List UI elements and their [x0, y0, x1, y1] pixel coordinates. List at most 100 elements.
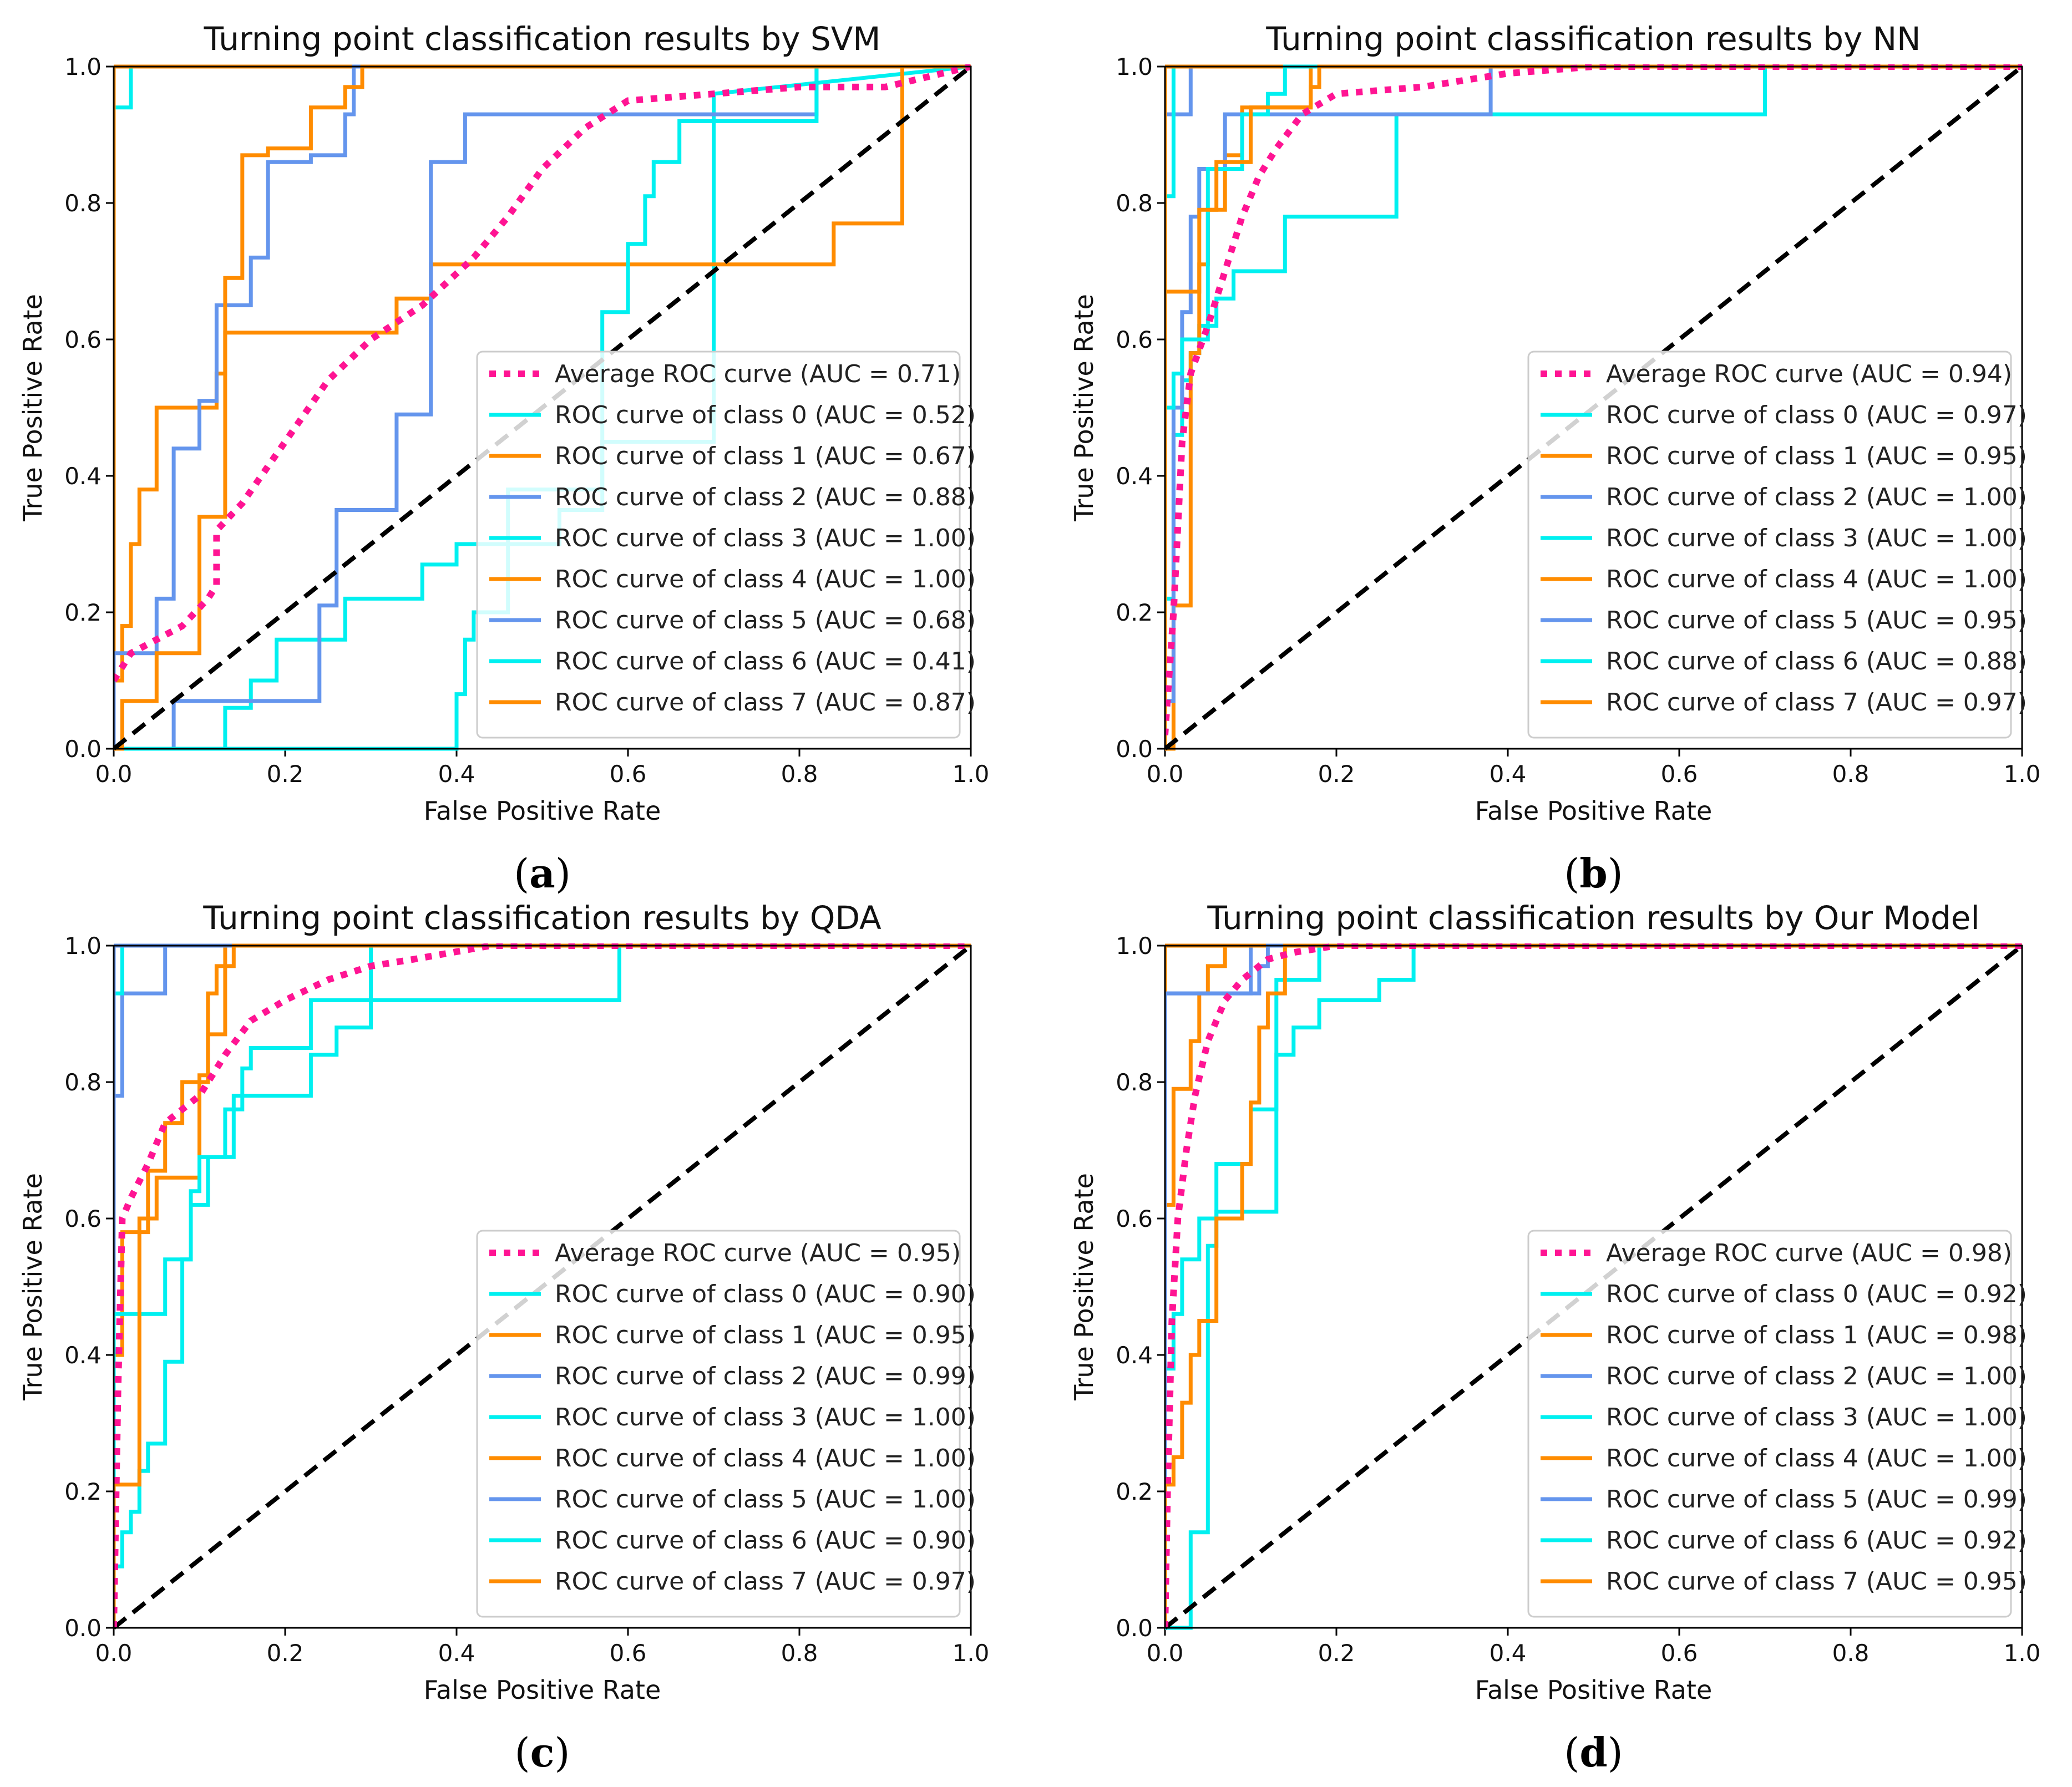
y-tick-label: 0.0	[1116, 1615, 1153, 1642]
y-tick-label: 0.6	[1116, 1205, 1153, 1232]
y-axis-label: True Positive Rate	[1069, 294, 1099, 522]
roc-curve-class-5	[114, 64, 971, 749]
chart-panel-b: Turning point classification results by …	[1069, 20, 2040, 826]
legend-entry-label: ROC curve of class 6 (AUC = 0.41)	[555, 647, 976, 676]
legend-entry-label: ROC curve of class 3 (AUC = 1.00)	[1606, 524, 2027, 552]
legend-entry-label: ROC curve of class 4 (AUC = 1.00)	[555, 565, 976, 593]
legend-box	[1527, 351, 2012, 739]
legend-entry-label: ROC curve of class 6 (AUC = 0.90)	[555, 1526, 976, 1555]
roc-curve-class-2	[114, 64, 971, 751]
legend-entry-label: Average ROC curve (AUC = 0.98)	[1606, 1239, 2012, 1267]
panel-caption: (b)	[1564, 850, 1623, 897]
legend-entry-label: Average ROC curve (AUC = 0.71)	[555, 360, 961, 388]
caption-close-paren: )	[1608, 850, 1623, 897]
legend: Average ROC curve (AUC = 0.71) ROC curve …	[476, 351, 976, 739]
y-tick-label: 0.8	[64, 190, 102, 217]
x-tick-label: 1.0	[953, 760, 990, 788]
legend-entry-label: ROC curve of class 0 (AUC = 0.90)	[555, 1280, 976, 1308]
panel-caption: (a)	[514, 850, 571, 897]
legend-box	[476, 1230, 961, 1618]
y-tick-label: 0.4	[64, 1342, 102, 1369]
x-tick-label: 0.4	[1490, 1639, 1527, 1667]
legend-entry-label: ROC curve of class 1 (AUC = 0.98)	[1606, 1321, 2027, 1349]
caption-open-paren: (	[1564, 850, 1579, 897]
x-tick-label: 0.2	[1318, 760, 1355, 788]
caption-open-paren: (	[1564, 1729, 1579, 1776]
x-tick-label: 0.2	[267, 1639, 304, 1667]
legend-entry-label: ROC curve of class 4 (AUC = 1.00)	[555, 1444, 976, 1473]
y-tick-label: 0.2	[1116, 1478, 1153, 1505]
y-tick-label: 0.6	[64, 326, 102, 353]
legend-entry-label: ROC curve of class 3 (AUC = 1.00)	[1606, 1403, 2027, 1431]
roc-curve-class-7	[114, 943, 971, 1628]
y-tick-label: 0.6	[1116, 326, 1153, 353]
x-tick-label: 0.2	[1318, 1639, 1355, 1667]
x-tick-label: 0.8	[781, 1639, 818, 1667]
legend-entry-label: ROC curve of class 5 (AUC = 0.95)	[1606, 606, 2027, 634]
legend-entry-label: ROC curve of class 3 (AUC = 1.00)	[555, 524, 976, 552]
x-tick-label: 0.4	[1490, 760, 1527, 788]
panel-caption: (c)	[514, 1729, 570, 1776]
x-tick-label: 0.0	[95, 1639, 133, 1667]
x-tick-label: 0.2	[267, 760, 304, 788]
x-tick-label: 1.0	[953, 1639, 990, 1667]
legend-entry-label: ROC curve of class 7 (AUC = 0.95)	[1606, 1567, 2027, 1596]
legend-entry-label: ROC curve of class 2 (AUC = 1.00)	[1606, 1362, 2027, 1390]
chart-panel-a: Turning point classification results by …	[18, 20, 989, 826]
x-tick-label: 0.8	[1832, 1639, 1870, 1667]
average-roc-curve	[114, 64, 972, 683]
roc-curve-class-6	[114, 943, 971, 1628]
legend-entry-label: Average ROC curve (AUC = 0.95)	[555, 1239, 961, 1267]
legend-entry-label: ROC curve of class 0 (AUC = 0.97)	[1606, 401, 2027, 429]
roc-curve-class-6	[1165, 943, 2022, 1630]
average-roc-curve	[1165, 64, 2022, 735]
legend-entry-label: ROC curve of class 5 (AUC = 0.68)	[555, 606, 976, 634]
y-tick-label: 0.4	[1116, 1342, 1153, 1369]
caption-letter: c	[530, 1729, 555, 1776]
x-tick-label: 0.0	[95, 760, 133, 788]
roc-curve-class-7	[1165, 943, 2022, 1628]
y-tick-label: 0.4	[64, 463, 102, 490]
x-tick-label: 0.4	[438, 1639, 475, 1667]
y-tick-label: 0.8	[1116, 190, 1153, 217]
roc-curve-class-6	[114, 64, 971, 751]
chart-title: Turning point classification results by …	[1265, 20, 1921, 58]
legend-entry-label: ROC curve of class 5 (AUC = 1.00)	[555, 1485, 976, 1514]
caption-close-paren: )	[555, 850, 571, 897]
x-axis-label: False Positive Rate	[1475, 796, 1713, 826]
legend-entry-label: ROC curve of class 0 (AUC = 0.92)	[1606, 1280, 2027, 1308]
y-tick-label: 0.2	[1116, 599, 1153, 626]
legend: Average ROC curve (AUC = 0.98) ROC curve …	[1527, 1230, 2027, 1618]
y-tick-label: 0.8	[1116, 1069, 1153, 1096]
caption-open-paren: (	[514, 850, 529, 897]
legend-entry-label: ROC curve of class 4 (AUC = 1.00)	[1606, 1444, 2027, 1473]
chart-panel-d: Turning point classification results by …	[1069, 899, 2040, 1705]
legend-entry-label: ROC curve of class 3 (AUC = 1.00)	[555, 1403, 976, 1431]
caption-letter: d	[1579, 1729, 1607, 1776]
chart-panel-c: Turning point classification results by …	[18, 899, 989, 1705]
y-tick-label: 0.0	[1116, 735, 1153, 763]
roc-curve-class-6	[1165, 64, 2022, 749]
chart-title: Turning point classification results by …	[202, 899, 882, 937]
legend-entry-label: ROC curve of class 1 (AUC = 0.67)	[555, 442, 976, 470]
x-tick-label: 1.0	[2004, 760, 2041, 788]
y-tick-label: 0.8	[64, 1069, 102, 1096]
chart-title: Turning point classification results by …	[1207, 899, 1979, 937]
y-axis-label: True Positive Rate	[18, 1173, 48, 1401]
x-tick-label: 0.6	[610, 760, 647, 788]
x-axis-label: False Positive Rate	[424, 1675, 661, 1705]
y-tick-label: 1.0	[1116, 932, 1153, 960]
roc-curve-class-7	[114, 64, 971, 751]
x-tick-label: 0.6	[1661, 1639, 1698, 1667]
legend-entry-label: ROC curve of class 5 (AUC = 0.99)	[1606, 1485, 2027, 1514]
legend-box	[476, 351, 961, 739]
legend-entry-label: ROC curve of class 1 (AUC = 0.95)	[555, 1321, 976, 1349]
y-tick-label: 1.0	[1116, 53, 1153, 80]
y-axis-label: True Positive Rate	[18, 294, 48, 522]
caption-close-paren: )	[1608, 1729, 1623, 1776]
panel-caption: (d)	[1564, 1729, 1623, 1776]
caption-letter: a	[529, 850, 555, 897]
roc-curve-class-0	[1165, 64, 2022, 749]
y-tick-label: 0.6	[64, 1205, 102, 1232]
